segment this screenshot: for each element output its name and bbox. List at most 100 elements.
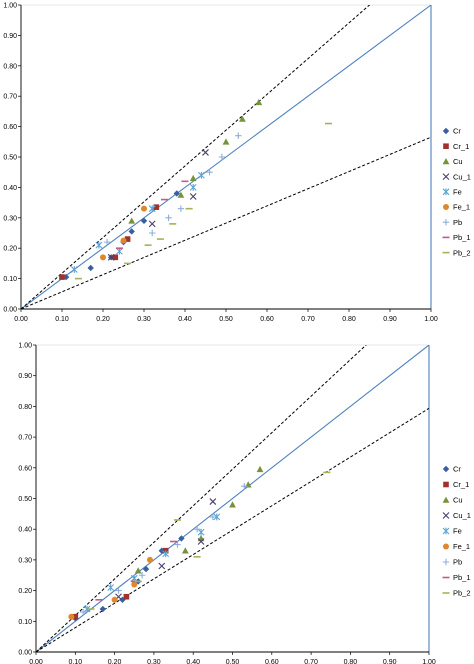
legend-marker-pb	[442, 219, 450, 226]
point-cu-1	[107, 253, 115, 261]
x-tick-label: 0.50	[226, 659, 240, 664]
y-tick-label: 0.60	[3, 124, 17, 131]
point-cu-1	[148, 220, 156, 228]
reference-lines	[36, 345, 429, 652]
legend-marker-fe-1	[443, 543, 449, 550]
point-cu	[197, 535, 205, 542]
x-tick-label: 0.90	[383, 659, 397, 664]
x-tick-label: 0.10	[68, 659, 82, 664]
x-tick-label: 0.80	[344, 659, 358, 664]
legend-label-cu-1: Cu_1	[453, 172, 471, 181]
data-points	[59, 98, 332, 281]
point-cr-1	[124, 236, 131, 242]
y-tick-label: 0.20	[18, 588, 32, 595]
legend-label-cr-1: Cr_1	[453, 480, 469, 489]
point-pb	[103, 238, 111, 246]
point-pb	[193, 526, 201, 533]
point-pb	[235, 132, 242, 139]
legend-label-pb-2: Pb_2	[453, 248, 471, 257]
x-tick-label: 0.20	[108, 659, 122, 664]
x-tick-label: 0.30	[147, 659, 161, 664]
point-pb	[241, 483, 248, 490]
legend-marker-fe-1	[443, 204, 449, 210]
point-pb	[138, 572, 146, 579]
point-cr	[142, 565, 150, 573]
data-points	[68, 465, 331, 622]
point-fe-1	[111, 596, 118, 603]
x-tick-label: 0.50	[219, 316, 233, 323]
legend-label-pb-1: Pb_1	[453, 233, 471, 242]
point-cu	[239, 115, 246, 122]
point-fe-1	[68, 613, 75, 620]
point-fe-1	[100, 254, 106, 261]
point-cu	[181, 547, 189, 554]
point-fe	[189, 184, 197, 191]
point-cr-1	[59, 274, 65, 280]
point-cr	[119, 596, 126, 604]
chart-1: 0.00 0.10 0.20 0.30 0.40 0.50 0.60 0.70 0.80 0.90…	[3, 3, 471, 324]
point-cu	[229, 501, 236, 508]
point-cu	[128, 217, 136, 224]
point-cr-1	[112, 254, 119, 261]
y-tick-label: 0.90	[18, 373, 32, 380]
y-tick-label: 0.80	[3, 63, 17, 70]
chart-2: 0.00 0.10 0.20 0.30 0.40 0.50 0.60 0.70 0.80 0.90…	[18, 343, 471, 664]
point-pb	[149, 229, 156, 237]
x-tick-label: 0.40	[186, 659, 200, 664]
point-cr	[158, 547, 165, 554]
point-fe-1	[120, 237, 127, 244]
point-cr	[99, 605, 107, 613]
y-tick-label: 0.40	[3, 185, 17, 192]
y-tick-label: 0.00	[18, 650, 32, 657]
legend-marker-fe	[442, 188, 450, 196]
point-fe-1	[146, 556, 153, 563]
y-tick-label: 1.00	[18, 343, 32, 350]
legend-marker-cr	[442, 127, 450, 135]
point-pb	[209, 513, 217, 521]
point-fe	[107, 584, 115, 591]
point-cr	[140, 217, 148, 225]
y-tick-label: 1.00	[3, 3, 17, 10]
point-cu	[177, 191, 185, 198]
point-fe	[148, 205, 156, 213]
one-to-one-line	[21, 5, 431, 309]
one-to-one-line	[36, 345, 429, 652]
point-fe	[213, 513, 221, 521]
x-tick-label: 0.60	[265, 659, 279, 664]
point-cr-1	[153, 204, 160, 210]
x-tick-label: 1.00	[422, 659, 436, 664]
point-cr	[173, 190, 180, 197]
y-tick-label: 0.20	[3, 246, 17, 253]
point-cu-1	[202, 149, 209, 156]
dashed-bound-line	[36, 345, 367, 652]
point-fe	[130, 574, 138, 582]
point-cr-1	[123, 593, 130, 600]
legend-marker-cr	[442, 465, 450, 473]
y-tick-label: 0.70	[18, 435, 32, 442]
legend: Cr Cr_1 Cu Cu_1 Fe Fe_1 Pb Pb_1 Pb_2	[442, 127, 471, 257]
y-tick-label: 0.00	[3, 307, 17, 314]
legend-label-cr: Cr	[453, 465, 461, 474]
y-tick-label: 0.50	[3, 155, 17, 162]
x-tick-label: 0.30	[137, 316, 151, 323]
legend-marker-cu	[442, 158, 450, 165]
point-pb	[165, 214, 172, 221]
point-fe	[95, 241, 103, 249]
legend-marker-cu-1	[442, 512, 450, 519]
x-tick-label: 1.00	[424, 316, 438, 323]
legend-label-pb: Pb	[453, 218, 462, 227]
x-tick-label: 0.70	[304, 659, 318, 664]
point-pb	[174, 541, 181, 548]
dashed-bound-line	[21, 136, 431, 309]
legend-label-fe-1: Fe_1	[453, 203, 470, 212]
x-tick-label: 0.90	[383, 316, 397, 323]
legend-label-pb: Pb	[453, 558, 462, 567]
legend-marker-cr-1	[443, 481, 449, 488]
point-fe-1	[141, 205, 147, 212]
reference-lines	[21, 5, 431, 309]
legend-label-fe-1: Fe_1	[453, 542, 470, 551]
x-tick-label: 0.60	[260, 316, 274, 323]
legend-label-pb-1: Pb_1	[453, 573, 471, 582]
point-fe	[83, 605, 91, 613]
